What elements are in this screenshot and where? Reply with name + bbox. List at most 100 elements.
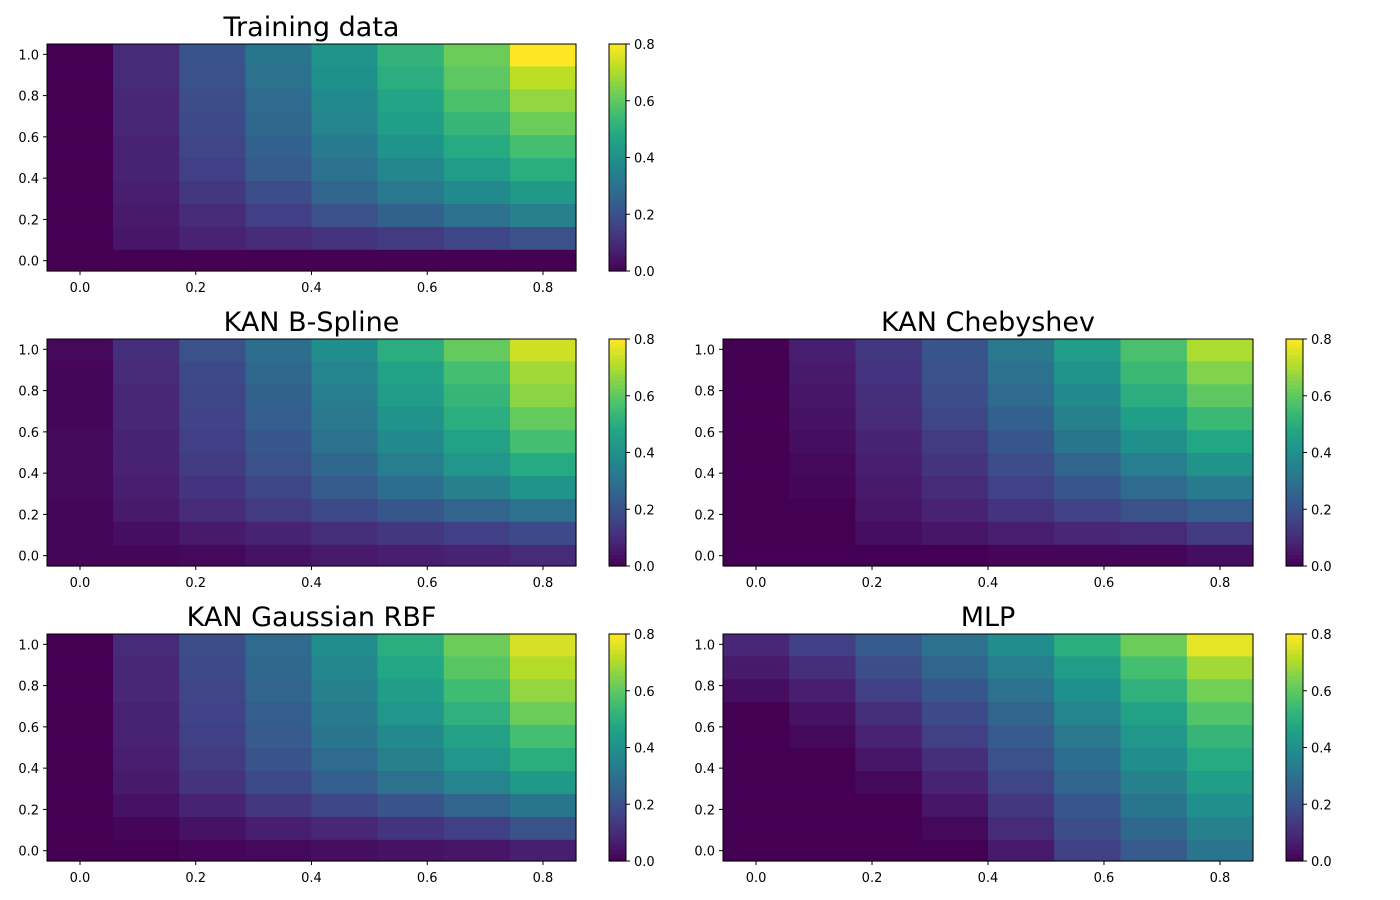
heatmap-cell (1186, 839, 1254, 862)
heatmap-cell (245, 701, 313, 726)
x-tick-label: 0.0 (746, 871, 767, 886)
heatmap-cell (510, 521, 577, 545)
colorbar-segment (609, 471, 626, 476)
colorbar-segment (609, 248, 626, 253)
colorbar-segment (1286, 460, 1303, 465)
heatmap-cell (311, 383, 379, 408)
colorbar-segment (609, 391, 626, 397)
colorbar-segment (609, 93, 626, 98)
colorbar-tick-label: 0.6 (1311, 390, 1332, 405)
heatmap-cell (921, 724, 989, 749)
heatmap-cell (1186, 475, 1254, 500)
colorbar-tick-label: 0.6 (634, 685, 655, 700)
colorbar-segment (1286, 728, 1303, 733)
heatmap-cell (510, 816, 577, 840)
colorbar-segment (1286, 422, 1303, 427)
colorbar-segment (609, 558, 626, 563)
heatmap-cell (377, 839, 445, 862)
heatmap-cell (47, 701, 114, 726)
heatmap-cell (311, 65, 379, 90)
heatmap-cell (789, 839, 857, 862)
heatmap-cell (723, 360, 790, 385)
heatmap-cell (443, 521, 511, 545)
heatmap-cell (311, 724, 379, 749)
heatmap-cell (921, 339, 989, 362)
heatmap-cell (112, 655, 180, 680)
heatmap-cell (112, 498, 180, 522)
x-tick-label: 0.2 (185, 576, 206, 591)
heatmap-cell (245, 88, 313, 113)
heatmap-cell (789, 383, 857, 408)
heatmap-cell (112, 793, 180, 817)
heatmap-cell (789, 521, 857, 545)
heatmap-cell (789, 360, 857, 385)
heatmap-cell (510, 360, 577, 385)
x-tick-label: 0.8 (1210, 576, 1231, 591)
colorbar-segment (609, 853, 626, 858)
heatmap-cell (855, 655, 923, 680)
colorbar-segment (609, 773, 626, 779)
colorbar-segment (1286, 444, 1303, 450)
colorbar-segment (609, 119, 626, 125)
heatmap-cell (855, 793, 923, 817)
colorbar-segment (609, 811, 626, 817)
x-tick-label: 0.4 (978, 871, 999, 886)
colorbar-segment (1286, 350, 1303, 355)
heatmap-cell (921, 747, 989, 772)
heatmap-cell (112, 360, 180, 385)
colorbar-segment (609, 172, 626, 178)
colorbar-segment (1286, 505, 1303, 510)
colorbar-segment (609, 74, 626, 79)
heatmap-cell (855, 770, 923, 795)
heatmap-cell (245, 655, 313, 680)
heatmap-cell (179, 360, 247, 385)
heatmap-cell (1186, 383, 1254, 408)
colorbar-segment (1286, 721, 1303, 726)
y-tick-label: 0.2 (694, 803, 715, 818)
colorbar-segment (609, 433, 626, 438)
colorbar-segment (1286, 482, 1303, 488)
colorbar-segment (1286, 562, 1303, 567)
y-tick-label: 0.8 (18, 90, 39, 105)
colorbar-segment (609, 808, 626, 813)
colorbar-segment (1286, 441, 1303, 446)
heatmap-cell (112, 339, 180, 362)
y-tick-label: 0.0 (694, 550, 715, 565)
heatmap-cell (377, 475, 445, 500)
heatmap-cell (921, 544, 989, 567)
heatmap-cell (443, 793, 511, 817)
heatmap-cell (377, 701, 445, 726)
heatmap-cell (47, 339, 114, 362)
heatmap-cell (1120, 498, 1188, 522)
heatmap-cell (377, 544, 445, 567)
heatmap-cell (723, 770, 790, 795)
heatmap-cell (988, 544, 1055, 567)
heatmap-cell (245, 249, 313, 272)
colorbar-segment (609, 426, 626, 431)
colorbar-segment (1286, 463, 1303, 469)
colorbar-segment (609, 240, 626, 246)
heatmap-cell (112, 157, 180, 182)
chart-title: KAN Gaussian RBF (187, 602, 437, 633)
heatmap-cell (245, 544, 313, 567)
heatmap-cell (510, 111, 577, 136)
heatmap-cell (510, 249, 577, 272)
colorbar-segment (609, 728, 626, 733)
colorbar-segment (1286, 743, 1303, 749)
colorbar-segment (1286, 637, 1303, 643)
colorbar-segment (609, 168, 626, 174)
heatmap-cell (245, 406, 313, 431)
heatmap-cell (1186, 521, 1254, 545)
colorbar-segment (1286, 403, 1303, 408)
heatmap-cell (1120, 678, 1188, 703)
heatmap-cell (855, 429, 923, 454)
colorbar-segment (1286, 433, 1303, 438)
colorbar-segment (1286, 369, 1303, 374)
colorbar-segment (1286, 736, 1303, 741)
heatmap-cell (510, 724, 577, 749)
x-tick-label: 0.8 (1210, 871, 1231, 886)
colorbar-segment (1286, 384, 1303, 389)
colorbar-segment (1286, 709, 1303, 715)
colorbar-segment (609, 161, 626, 166)
heatmap-cell (377, 226, 445, 250)
